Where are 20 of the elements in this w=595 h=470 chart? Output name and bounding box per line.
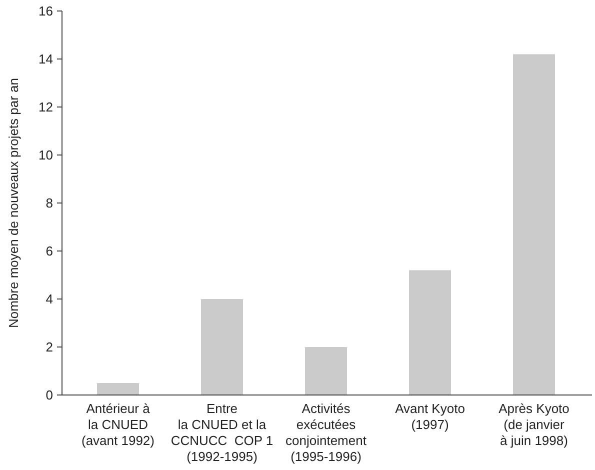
x-tick-label: Antérieur à la CNUED (avant 1992) bbox=[82, 401, 154, 448]
y-tick-label: 16 bbox=[38, 4, 53, 19]
y-tick-label: 2 bbox=[46, 340, 53, 355]
y-tick-label: 0 bbox=[46, 388, 53, 403]
y-tick-label: 6 bbox=[46, 244, 53, 259]
bar bbox=[200, 299, 244, 395]
x-tick-label: Entre la CNUED et la CCNUCC COP 1 (1992-1995) bbox=[170, 401, 274, 464]
y-tick-label: 4 bbox=[46, 292, 53, 307]
y-tick-label: 8 bbox=[46, 196, 53, 211]
bar bbox=[408, 270, 452, 395]
x-tick-label: Avant Kyoto (1997) bbox=[395, 401, 465, 432]
x-tick-label: Activités exécutées conjointement (1995-1996) bbox=[286, 401, 367, 464]
bar bbox=[96, 383, 140, 395]
bar bbox=[512, 54, 556, 395]
y-tick-label: 12 bbox=[38, 100, 53, 115]
y-axis-title: Nombre moyen de nouveaux projets par an bbox=[6, 78, 21, 328]
y-tick-label: 14 bbox=[38, 52, 53, 67]
y-tick-label: 10 bbox=[38, 148, 53, 163]
x-tick-label: Après Kyoto (de janvier à juin 1998) bbox=[498, 401, 570, 448]
bar bbox=[304, 347, 348, 395]
